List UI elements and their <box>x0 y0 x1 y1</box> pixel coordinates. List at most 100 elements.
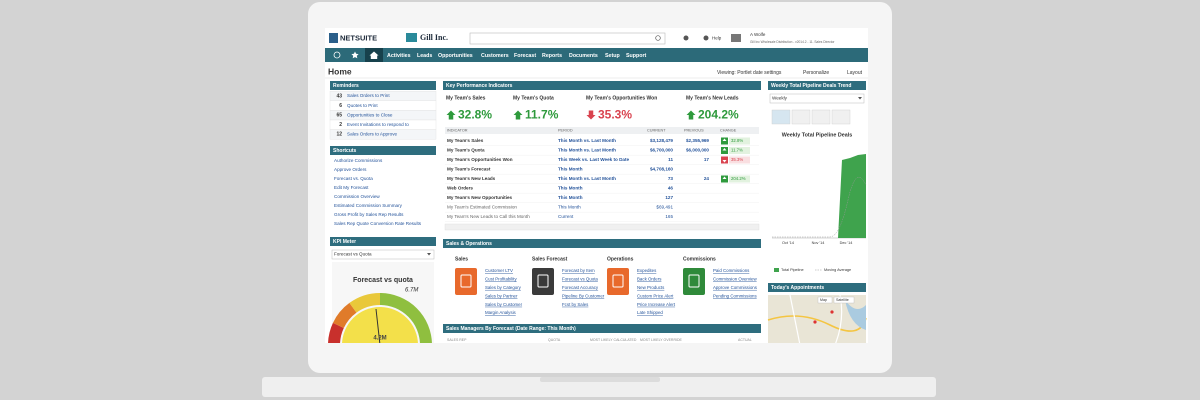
kpi-tile-value: 32.8% <box>458 108 492 122</box>
group-link[interactable]: Cust Profitability <box>485 277 518 282</box>
shortcut[interactable]: Approve Orders <box>334 167 367 172</box>
group-link[interactable]: New Products <box>637 285 665 290</box>
chart-type-icon[interactable] <box>791 109 811 125</box>
group-link[interactable]: Pending Commissions <box>713 293 757 298</box>
group-link[interactable]: Expedites <box>637 268 657 273</box>
period[interactable]: Current <box>558 214 574 219</box>
home-icon[interactable] <box>369 51 379 60</box>
shortcut[interactable]: Gross Profit by Sales Rep Results <box>334 212 404 217</box>
group-link[interactable]: Sales by Category <box>485 285 522 290</box>
previous[interactable]: 17 <box>704 157 710 162</box>
period[interactable]: This Month vs. Last Month <box>558 138 616 143</box>
shortcut[interactable]: Authorize Commissions <box>334 158 383 163</box>
personalize[interactable]: Personalize <box>803 70 829 76</box>
group-icon[interactable] <box>683 268 705 295</box>
group-link[interactable]: Margin Analysis <box>485 310 517 315</box>
group-link[interactable]: Fcst by Sales <box>562 302 589 307</box>
previous[interactable]: 24 <box>704 176 710 181</box>
change: 35.3% <box>731 157 743 162</box>
reminder-label[interactable]: Sales Orders to Print <box>347 93 390 98</box>
map-tab-label[interactable]: Map <box>820 298 827 302</box>
period[interactable]: This Month vs. Last Month <box>558 148 616 153</box>
previous[interactable]: $6,000,000 <box>686 148 709 153</box>
indicator: My Team's Forecast <box>447 167 491 172</box>
map-tab[interactable] <box>817 296 833 304</box>
current[interactable]: 73 <box>668 176 674 181</box>
group-icon[interactable] <box>455 268 477 295</box>
nav-item[interactable]: Forecast <box>514 53 536 59</box>
nav-item[interactable]: Activities <box>387 53 411 59</box>
indicator: Web Orders <box>447 186 473 191</box>
group-link[interactable]: Late Shipped <box>637 310 663 315</box>
reminder-label[interactable]: Opportunities to Close <box>347 112 393 117</box>
shortcut[interactable]: Forecast vs. Quota <box>334 176 373 181</box>
search-icon[interactable] <box>655 35 661 41</box>
group-link[interactable]: Paid Commissions <box>713 268 750 273</box>
favorites-icon[interactable] <box>351 51 359 59</box>
current[interactable]: $6,700,000 <box>650 148 673 153</box>
select-value[interactable]: Weekly <box>772 96 788 101</box>
map-water <box>845 300 866 330</box>
reminder-label[interactable]: Sales Orders to Approve <box>347 132 397 137</box>
group-link[interactable]: Pipeline By Customer <box>562 293 605 298</box>
current[interactable]: 46 <box>668 186 674 191</box>
group-link[interactable]: Customer LTV <box>485 268 513 273</box>
select[interactable] <box>769 93 865 104</box>
period[interactable]: This Month <box>558 205 581 210</box>
chart-type-icon[interactable] <box>831 109 851 125</box>
nav-item[interactable]: Support <box>626 53 647 59</box>
group-link[interactable]: Back Orders <box>637 277 662 282</box>
period[interactable]: This Month <box>558 195 583 200</box>
group-link[interactable]: Approve Commissions <box>713 285 758 290</box>
chart-type-icon[interactable] <box>771 109 791 125</box>
current[interactable]: 11 <box>668 157 673 162</box>
group-icon[interactable] <box>532 268 554 295</box>
reminder-label[interactable]: Quotes to Print <box>347 103 378 108</box>
select[interactable] <box>331 249 435 260</box>
shortcut[interactable]: Commission Overview <box>334 194 380 199</box>
portlet-header <box>443 81 761 90</box>
nav-item[interactable]: Customers <box>481 53 509 59</box>
viewing[interactable]: Viewing: Portlet date settings <box>717 70 782 76</box>
group-link[interactable]: Forecast Accuracy <box>562 285 599 290</box>
previous[interactable]: $2,355,969 <box>686 138 709 143</box>
group-link[interactable]: Forecast by Item <box>562 268 595 273</box>
nav-item[interactable]: Opportunities <box>438 53 473 59</box>
shortcut[interactable]: Sales Rep Quote Conversion Rate Results <box>334 221 422 226</box>
reminder-label[interactable]: Event Invitations to respond to <box>347 122 409 127</box>
map-tab-label[interactable]: Satellite <box>836 298 849 302</box>
period[interactable]: This Week vs. Last Week to Date <box>558 157 630 162</box>
group-link[interactable]: Commission Overview <box>713 277 757 282</box>
help-icon[interactable] <box>703 35 709 41</box>
chart-type-icon[interactable] <box>811 109 831 125</box>
nav-item[interactable]: Leads <box>417 53 432 59</box>
current[interactable]: 165 <box>665 214 673 219</box>
current[interactable]: $69,491 <box>656 205 673 210</box>
user-icon[interactable] <box>683 35 689 41</box>
search-box[interactable] <box>469 32 666 45</box>
period[interactable]: This Month <box>558 186 583 191</box>
help[interactable]: Help <box>712 36 722 41</box>
select-value[interactable]: Forecast vs Quota <box>334 252 372 257</box>
group-icon[interactable] <box>607 268 629 295</box>
group-link[interactable]: Custom Price Alert <box>637 293 674 298</box>
nav-item[interactable]: Documents <box>569 53 598 59</box>
layout[interactable]: Layout <box>847 70 863 76</box>
user-name[interactable]: A Wolfe <box>750 32 766 37</box>
shortcut[interactable]: Estimated Commission Summary <box>334 203 403 208</box>
group-link[interactable]: Sales by Partner <box>485 293 518 298</box>
current[interactable]: $4,708,160 <box>650 167 673 172</box>
map-tab[interactable] <box>833 296 855 304</box>
nav-item[interactable]: Reports <box>542 53 562 59</box>
nav-item[interactable]: Setup <box>605 53 620 59</box>
period[interactable]: This Month <box>558 167 583 172</box>
group-link[interactable]: Forecast vs Quota <box>562 277 598 282</box>
current[interactable]: 127 <box>665 195 673 200</box>
period[interactable]: This Month vs. Last Month <box>558 176 616 181</box>
current[interactable]: $3,128,479 <box>650 138 673 143</box>
recent-icon[interactable] <box>333 51 341 59</box>
shortcut[interactable]: Edit My Forecast <box>334 185 369 190</box>
group-link[interactable]: Sales by Customer <box>485 302 523 307</box>
group-link[interactable]: Price Increase Alert <box>637 302 676 307</box>
avatar[interactable] <box>731 34 741 42</box>
